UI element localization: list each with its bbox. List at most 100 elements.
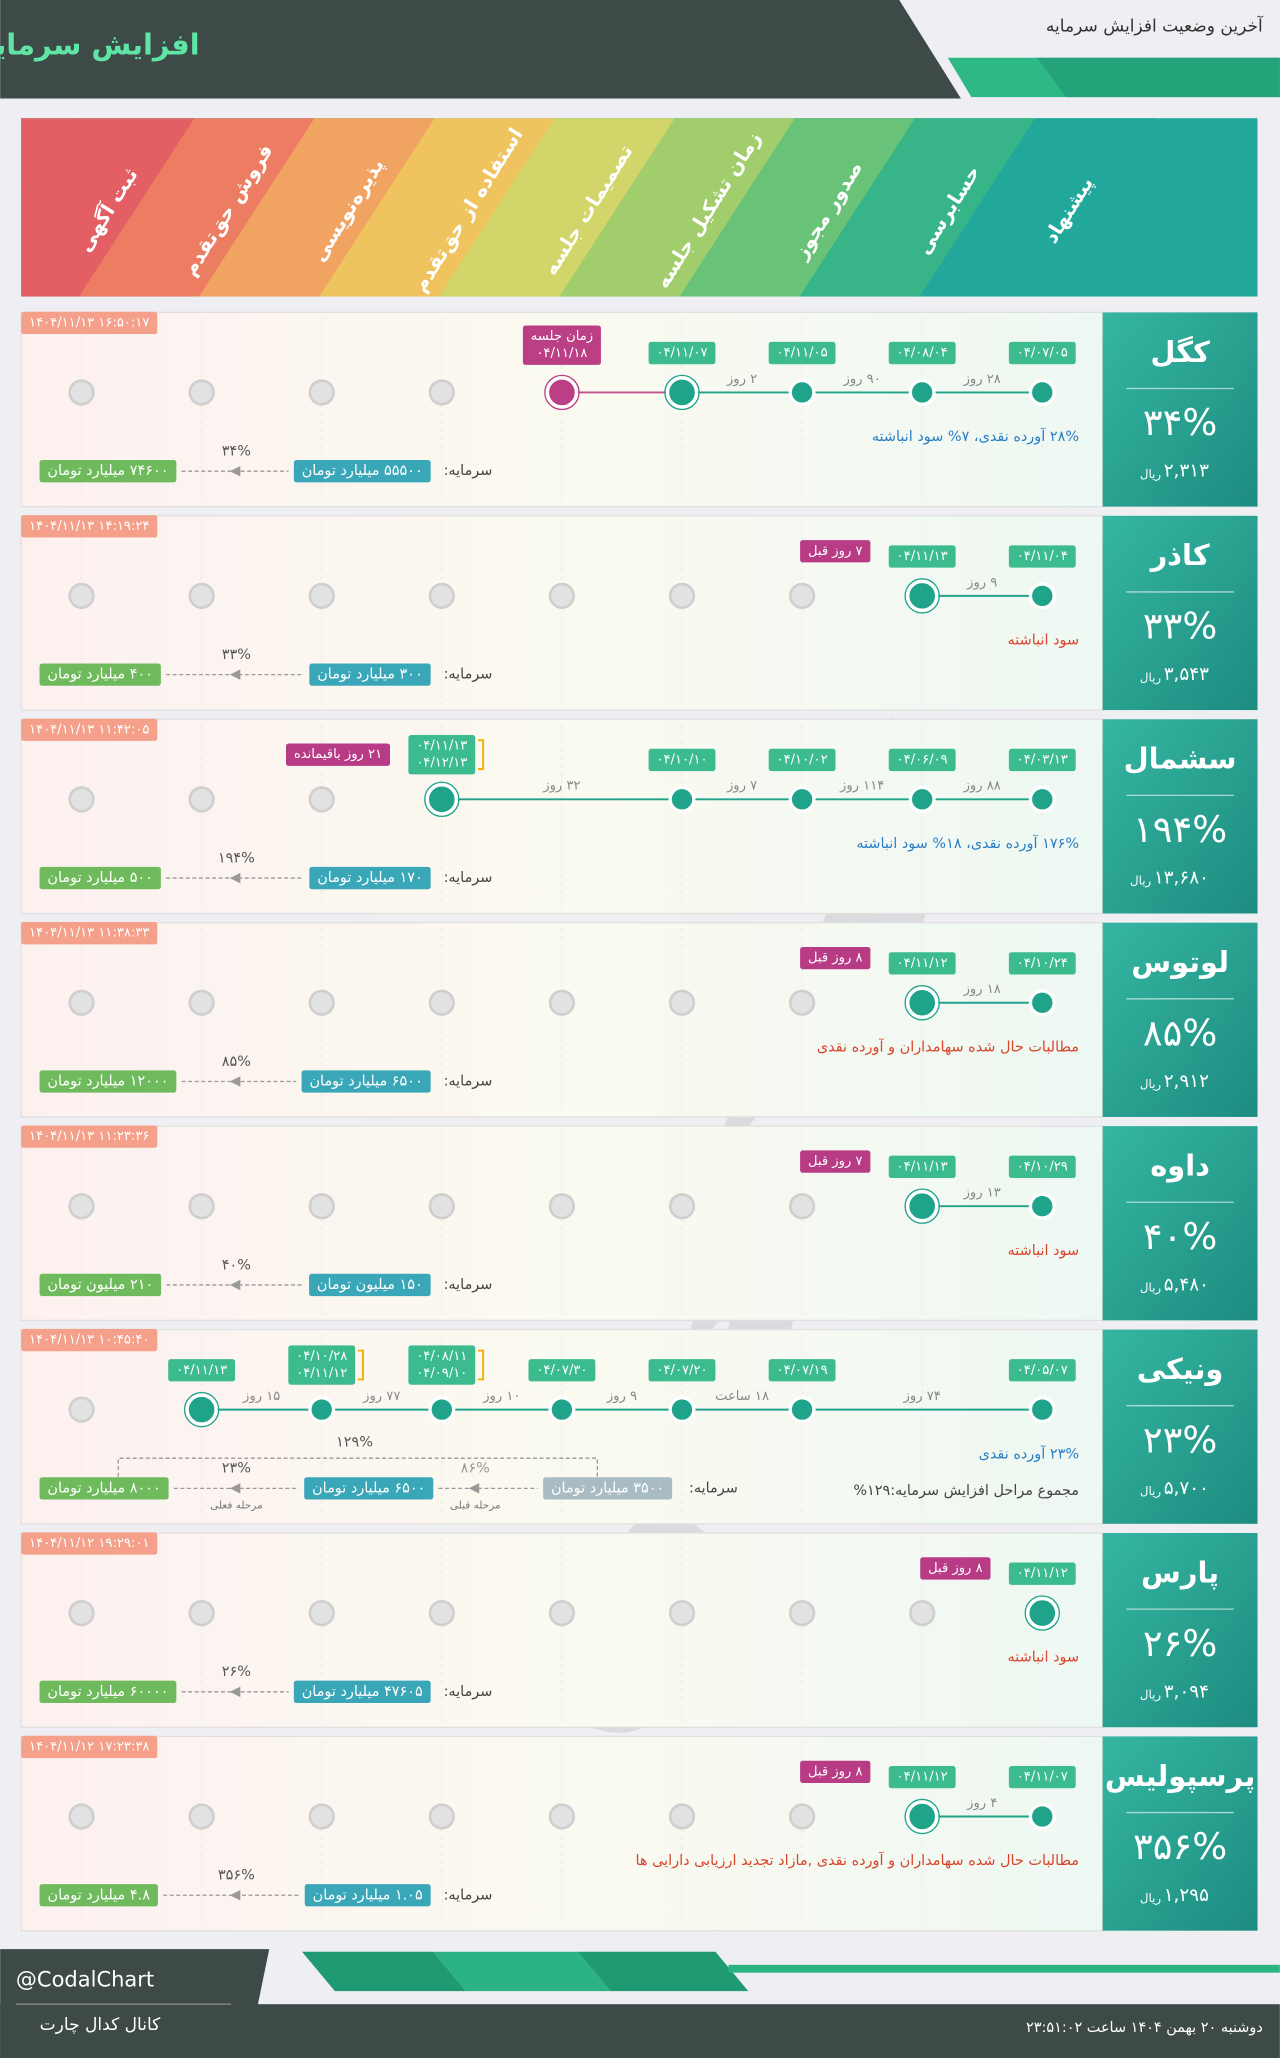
row-side (1102, 1533, 1258, 1728)
date-label: ۰۴/۱۱/۱۲ (897, 956, 948, 971)
stage-dot-pending (308, 379, 335, 406)
stage-dot-current (906, 1800, 939, 1833)
date-label: ۰۴/۱۲/۱۳ (416, 756, 467, 771)
tag: ۸ روز قبل (928, 1561, 983, 1576)
date-label: ۰۴/۰۵/۰۷ (1017, 1363, 1068, 1378)
date-label-box (528, 1359, 596, 1382)
capital-to-box (39, 1680, 177, 1703)
capital-to: ۴۰۰ میلیارد تومان (47, 667, 153, 683)
stage-dot-pending (548, 1599, 576, 1627)
timestamp: ۱۴۰۴/۱۱/۱۳ ۱۱:۴۲:۰۵ (29, 722, 149, 737)
capital-label: سرمایه: (444, 667, 493, 683)
capital-to: ۵۰۰ میلیارد تومان (47, 870, 153, 886)
total-note: مجموع مراحل افزایش سرمایه:۱۲۹% (853, 1483, 1079, 1499)
company-price: ۳,۰۹۴ (1164, 1681, 1209, 1702)
timestamp-box (21, 1328, 158, 1352)
stage-dot-pending (188, 1599, 215, 1627)
stage-band (918, 118, 1156, 297)
stage-dot-pending (788, 582, 816, 609)
company-percent: ۳۳% (1143, 605, 1217, 648)
capital-to: ۱۲۰۰۰ میلیارد تومان (47, 1074, 168, 1090)
stage-dot-done (1028, 785, 1056, 813)
stage-dot-pending (308, 582, 335, 609)
note: سود انباشته (1008, 1243, 1079, 1259)
note: ۱۷۶% آورده نقدی، ۱۸% سود انباشته (856, 834, 1079, 852)
currency: ریال (1140, 467, 1161, 482)
date-label-box (888, 952, 956, 975)
capital-to: ۲۱۰ میلیون تومان (47, 1277, 153, 1293)
stage-dot-ring (664, 374, 700, 411)
company-name: پرسپولیس (1105, 1759, 1255, 1793)
footer-stripe (433, 1951, 611, 1992)
date-label: ۰۴/۱۱/۱۲ (897, 1770, 948, 1785)
date-label-box (768, 341, 836, 365)
gap-label: ۹ روز (606, 1389, 637, 1404)
date-label: ۰۴/۱۱/۰۴ (1017, 549, 1068, 564)
stage-dot-pending (548, 582, 576, 609)
stage-band (198, 118, 435, 297)
capital-from: ۱.۰۵ میلیارد تومان (313, 1887, 423, 1903)
stage-dot-pending (188, 989, 215, 1016)
note: سود انباشته (1008, 1650, 1079, 1666)
date-label-box (888, 341, 956, 365)
meeting-label: زمان جلسه (531, 329, 593, 344)
tag-box (800, 1760, 871, 1784)
date-label-box (1008, 952, 1076, 975)
capital-from-box (293, 1680, 431, 1703)
stage-dot-pending (308, 1803, 335, 1830)
row-side (1102, 719, 1258, 914)
gap-label: ۱۰ روز (482, 1389, 520, 1404)
footer-handle: @CodalChart (16, 1967, 154, 1991)
arrow-head (229, 1890, 241, 1901)
date-label: ۰۴/۱۰/۱۰ (656, 752, 707, 767)
company-percent: ۲۶% (1143, 1622, 1217, 1665)
stage-caption: مرحله فعلی (210, 1499, 263, 1511)
timestamp-box (21, 1125, 158, 1148)
stage-dot-pending (428, 582, 455, 609)
arrow-head (229, 465, 241, 477)
company-price: ۵,۷۰۰ (1164, 1478, 1209, 1499)
page-title: افزایش سرمایه (0, 28, 200, 62)
stage-dot-done (1028, 378, 1056, 406)
date-label: ۰۴/۰۷/۰۵ (1017, 346, 1068, 361)
capital-to: ۶۰۰۰۰ میلیارد تومان (47, 1684, 168, 1700)
currency: ریال (1140, 670, 1161, 685)
date-label: ۰۴/۰۶/۰۹ (897, 752, 948, 767)
date-label-box (888, 1765, 956, 1789)
date-label-box (1008, 1155, 1076, 1178)
date-label-box (648, 341, 716, 365)
timestamp: ۱۴۰۴/۱۱/۱۲ ۱۹:۲۹:۰۱ (29, 1536, 149, 1551)
note: ۲۳% آورده نقدی (979, 1444, 1079, 1462)
gap-label: ۱۸ ساعت (715, 1389, 769, 1404)
date-label: ۰۴/۱۰/۲۹ (1017, 1159, 1068, 1174)
stage-dot-ring (183, 1391, 220, 1428)
stage-dot-done (1028, 1803, 1056, 1830)
stage-dot-done (548, 1396, 576, 1424)
footer-line (728, 1964, 1280, 1973)
timestamp-box (21, 1532, 158, 1555)
capital-to: ۸۰۰۰ میلیارد تومان (47, 1480, 160, 1496)
tag: ۸ روز قبل (808, 1764, 863, 1779)
gap-label: ۱۵ روز (242, 1389, 280, 1404)
stage-dot-pending (68, 1193, 95, 1220)
stage-dot-current (1026, 1596, 1059, 1630)
capital-to-box (39, 460, 177, 483)
timestamp: ۱۴۰۴/۱۱/۱۳ ۱۱:۲۳:۳۶ (29, 1129, 149, 1144)
stage-band (318, 118, 555, 297)
timestamp: ۱۴۰۴/۱۱/۱۳ ۱۴:۱۹:۲۴ (29, 519, 149, 534)
stage-dot-pending (668, 1803, 696, 1830)
stage-dot-pending (788, 1599, 816, 1627)
date-label-box (168, 1359, 236, 1382)
gap-label: ۹ روز (966, 575, 997, 590)
gap-label: ۳۲ روز (542, 779, 580, 794)
footer-channel: کانال کدال چارت (40, 2015, 162, 2035)
date-label: ۰۴/۱۱/۰۵ (777, 346, 828, 361)
date-label-box (1008, 341, 1076, 365)
date-label: ۰۴/۰۷/۲۰ (656, 1363, 707, 1378)
stage-dot-ring (1024, 1595, 1060, 1631)
date-label: ۰۴/۰۸/۰۴ (897, 346, 948, 361)
currency: ریال (1140, 1891, 1161, 1906)
date-bracket (477, 739, 485, 771)
company-price: ۱۳,۶۸۰ (1154, 868, 1209, 889)
stage-dot-pending (428, 1193, 455, 1220)
